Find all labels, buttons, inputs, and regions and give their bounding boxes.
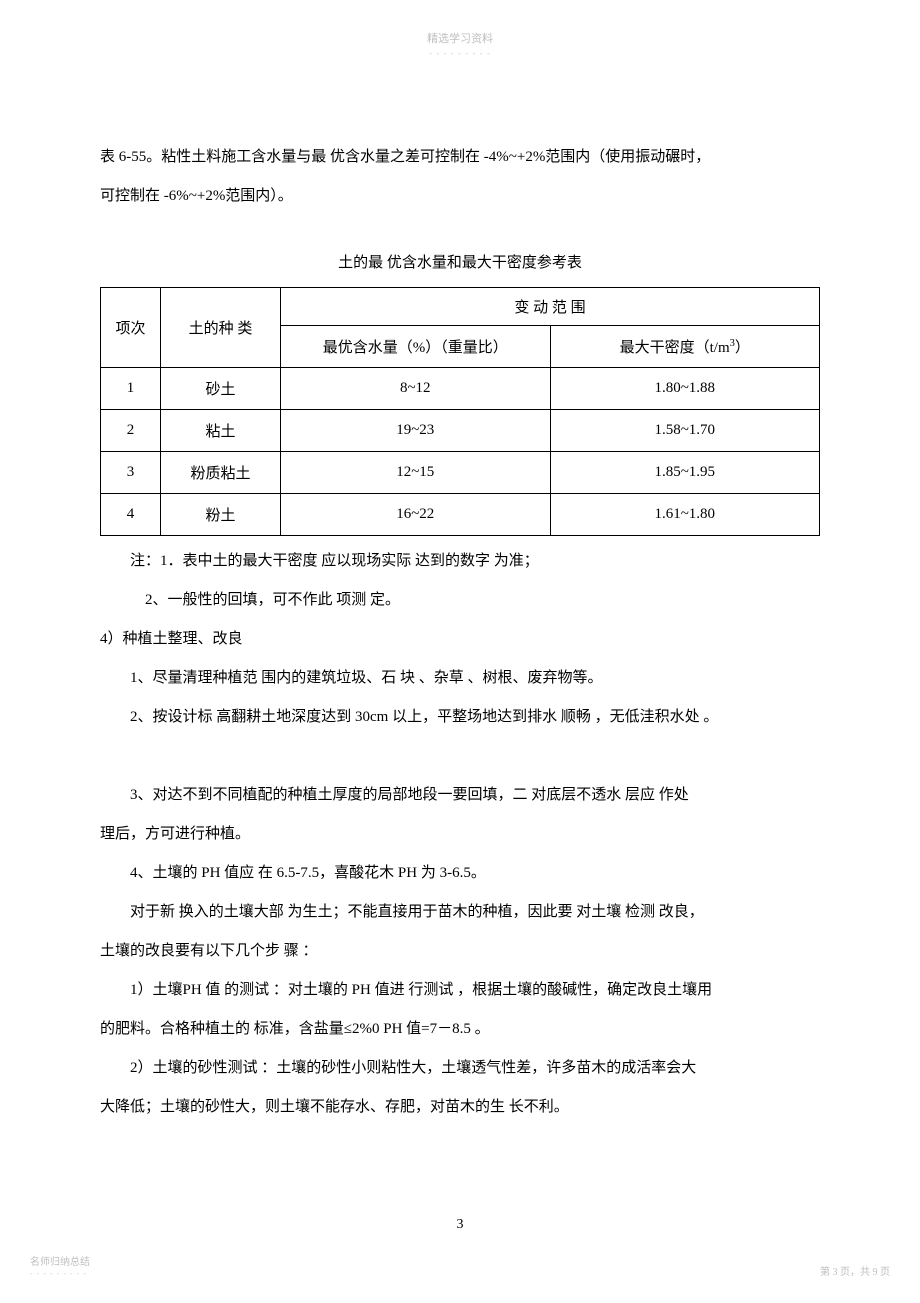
cell-idx: 3 [101,452,161,494]
sec4-item-7b: 大降低；土壤的砂性大，则土壤不能存水、存肥，对苗木的生 长不利。 [100,1088,820,1127]
cell-type: 砂土 [161,368,281,410]
cell-type: 粉土 [161,494,281,536]
th-variation-range: 变 动 范 围 [281,288,820,326]
footer-left: 名师归纳总结 - - - - - - - - - [30,1253,90,1278]
table-row: 3 粉质粘土 12~15 1.85~1.95 [101,452,820,494]
page-number: 3 [0,1217,920,1233]
cell-water: 8~12 [281,368,551,410]
cell-type: 粉质粘土 [161,452,281,494]
sec4-item-6a: 1）土壤PH 值 的测试 ：对土壤的 PH 值进 行测试 ，根据土壤的酸碱性，确… [100,971,820,1010]
table-row: 1 砂土 8~12 1.80~1.88 [101,368,820,410]
table-caption: 土的最 优含水量和最大干密度参考表 [100,251,820,272]
cell-water: 16~22 [281,494,551,536]
cell-density: 1.80~1.88 [550,368,820,410]
header-watermark: 精选学习资料 [100,30,820,46]
sec4-item-3a: 3、对达不到不同植配的种植土厚度的局部地段一要回填，二 对底层不透水 层应 作处 [100,776,820,815]
cell-density: 1.58~1.70 [550,410,820,452]
note-2: 2、一般性的回填，可不作此 项测 定。 [100,581,820,620]
cell-water: 19~23 [281,410,551,452]
sec4-item-6b: 的肥料。合格种植土的 标准，含盐量≤2%0 PH 值=7－8.5 。 [100,1010,820,1049]
th-index: 项次 [101,288,161,368]
cell-idx: 4 [101,494,161,536]
sec4-item-1: 1、尽量清理种植范 围内的建筑垃圾、石 块 、杂草 、树根、废弃物等。 [100,659,820,698]
density-label-suffix: ） [735,340,750,356]
intro-line-1: 表 6-55。粘性土料施工含水量与最 优含水量之差可控制在 -4%~+2%范围内… [100,138,820,177]
cell-idx: 1 [101,368,161,410]
sec4-item-3b: 理后，方可进行种植。 [100,815,820,854]
footer-left-sub: - - - - - - - - - [30,1269,90,1278]
section-4-head: 4）种植土整理、改良 [100,620,820,659]
table-row: 2 粘土 19~23 1.58~1.70 [101,410,820,452]
sec4-item-7a: 2）土壤的砂性测试 ：土壤的砂性小则粘性大，土壤透气性差，许多苗木的成活率会大 [100,1049,820,1088]
table-row: 4 粉土 16~22 1.61~1.80 [101,494,820,536]
document-page: 精选学习资料 - - - - - - - - - 表 6-55。粘性土料施工含水… [0,0,920,1303]
cell-type: 粘土 [161,410,281,452]
sec4-item-5b: 土壤的改良要有以下几个步 骤 ： [100,932,820,971]
th-water-content: 最优含水量（%）（重量比） [281,326,551,368]
header-watermark-sub: - - - - - - - - - [100,48,820,58]
sec4-item-5a: 对于新 换入的土壤大部 为生土；不能直接用于苗木的种植，因此要 对土壤 检测 改… [100,893,820,932]
cell-density: 1.61~1.80 [550,494,820,536]
note-1: 注：1．表中土的最大干密度 应以现场实际 达到的数字 为准； [100,542,820,581]
sec4-item-4: 4、土壤的 PH 值应 在 6.5-7.5，喜酸花木 PH 为 3-6.5。 [100,854,820,893]
table-header-row-1: 项次 土的种 类 变 动 范 围 [101,288,820,326]
th-soil-type: 土的种 类 [161,288,281,368]
footer-left-text: 名师归纳总结 [30,1253,90,1268]
density-label-prefix: 最大干密度（t/m [620,340,730,356]
sec4-item-2: 2、按设计标 高翻耕土地深度达到 30cm 以上，平整场地达到排水 顺畅 ，无低… [100,698,820,737]
footer-right: 第 3 页，共 9 页 [820,1263,890,1278]
intro-line-2: 可控制在 -6%~+2%范围内）。 [100,177,820,216]
cell-density: 1.85~1.95 [550,452,820,494]
cell-water: 12~15 [281,452,551,494]
table-notes: 注：1．表中土的最大干密度 应以现场实际 达到的数字 为准； 2、一般性的回填，… [100,542,820,620]
soil-parameters-table: 项次 土的种 类 变 动 范 围 最优含水量（%）（重量比） 最大干密度（t/m… [100,287,820,536]
th-max-density: 最大干密度（t/m3） [550,326,820,368]
cell-idx: 2 [101,410,161,452]
